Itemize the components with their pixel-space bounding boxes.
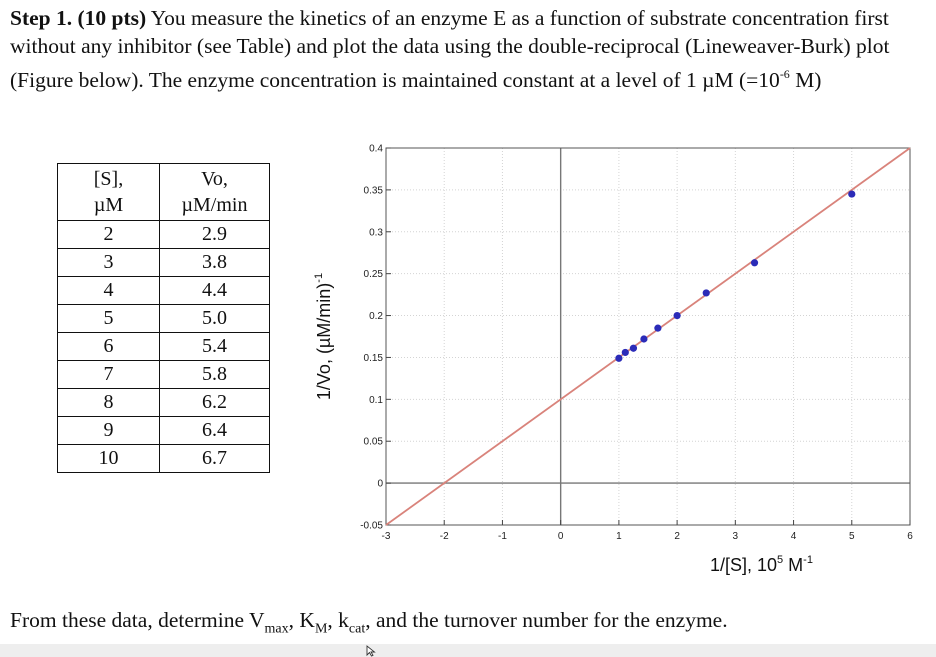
cell-velocity: 5.8 <box>159 360 270 389</box>
y-tick-label: 0.15 <box>364 353 384 364</box>
question-text-4: , and the turnover number for the enzyme… <box>365 608 728 632</box>
cell-substrate: 4 <box>57 276 160 305</box>
table-header-row: [S], µM Vo, µM/min <box>57 163 270 221</box>
x-axis-label-part: M <box>783 555 803 575</box>
table-row: 5 5.0 <box>57 304 270 333</box>
cell-substrate: 6 <box>57 332 160 361</box>
question-text-1: From these data, determine V <box>10 608 265 632</box>
header-velocity: Vo, µM/min <box>159 163 270 221</box>
data-point <box>750 259 759 267</box>
y-tick-label: 0.2 <box>369 311 383 322</box>
cell-velocity: 6.2 <box>159 388 270 417</box>
x-tick-label: 1 <box>616 531 622 542</box>
y-tick-label: 0.05 <box>364 437 384 448</box>
cell-velocity: 5.0 <box>159 304 270 333</box>
lineweaver-burk-plot: -0.05 0 0.05 0.1 0.15 0.2 0.25 0.3 0.35 0.4 -3 -2 -1… <box>313 144 913 576</box>
x-axis-label-part: 1/[S], 10 <box>710 555 777 575</box>
problem-statement: Step 1. (10 pts) You measure the kinetic… <box>10 4 910 94</box>
table-row: 3 3.8 <box>57 248 270 277</box>
header-substrate: [S], µM <box>57 163 160 221</box>
x-tick-label: 4 <box>791 531 797 542</box>
y-tick-label: 0.4 <box>369 144 383 155</box>
cell-velocity: 5.4 <box>159 332 270 361</box>
mouse-cursor-icon <box>366 645 376 657</box>
cell-substrate: 5 <box>57 304 160 333</box>
sub-m: M <box>314 621 328 637</box>
table-row: 2 2.9 <box>57 220 270 249</box>
table-row: 9 6.4 <box>57 416 270 445</box>
kinetics-table: [S], µM Vo, µM/min 2 2.9 3 3.8 4 4.4 5 5.0 6 5.4 7… <box>57 163 270 473</box>
plot-frame <box>385 147 911 526</box>
x-axis-label: 1/[S], 105 M-1 <box>710 554 813 575</box>
x-tick-label: -1 <box>498 531 507 542</box>
step-label: Step 1. (10 pts) <box>10 6 147 30</box>
cell-velocity: 4.4 <box>159 276 270 305</box>
data-point <box>640 335 648 343</box>
table-row: 8 6.2 <box>57 388 270 417</box>
x-tick-label: 0 <box>558 531 564 542</box>
cell-substrate: 9 <box>57 416 160 445</box>
cell-substrate: 2 <box>57 220 160 249</box>
x-tick-label: 2 <box>674 531 680 542</box>
y-axis-label-text: 1/Vo, (µM/min) <box>314 283 334 400</box>
cell-velocity: 3.8 <box>159 248 270 277</box>
question-text-2: , K <box>288 608 315 632</box>
question-text-3: , k <box>327 608 349 632</box>
cell-substrate: 10 <box>57 444 160 473</box>
data-point <box>621 348 629 357</box>
x-tick-label: 6 <box>907 531 913 542</box>
table-row: 4 4.4 <box>57 276 270 305</box>
y-tick-label: 0.35 <box>364 185 384 196</box>
y-tick-label: -0.05 <box>360 521 383 532</box>
sub-max: max <box>264 621 289 637</box>
data-point <box>673 311 681 320</box>
y-tick-label: 0.1 <box>369 395 383 406</box>
data-point <box>615 354 623 362</box>
cell-substrate: 8 <box>57 388 160 417</box>
table-row: 10 6.7 <box>57 444 270 473</box>
fit-line <box>385 147 911 526</box>
problem-text: You measure the kinetics of an enzyme E … <box>10 6 890 92</box>
y-axis-label: 1/Vo, (µM/min)-1 <box>313 273 334 400</box>
cell-velocity: 6.7 <box>159 444 270 473</box>
data-point <box>654 324 662 332</box>
x-tick-label: -3 <box>382 531 391 542</box>
data-point <box>629 344 638 352</box>
y-tick-label: 0.25 <box>364 269 384 280</box>
y-axis-label-sup: -1 <box>313 273 325 283</box>
sub-cat: cat <box>348 621 366 637</box>
y-tick-label: 0 <box>377 479 383 490</box>
data-point <box>848 190 856 198</box>
table-row: 6 5.4 <box>57 332 270 361</box>
cell-substrate: 7 <box>57 360 160 389</box>
problem-tail: M) <box>789 68 822 92</box>
x-tick-label: 5 <box>849 531 855 542</box>
cell-velocity: 2.9 <box>159 220 270 249</box>
data-point <box>702 289 710 297</box>
cell-velocity: 6.4 <box>159 416 270 445</box>
y-tick-label: 0.3 <box>369 227 383 238</box>
exponent: -6 <box>779 67 790 81</box>
x-axis-label-part: -1 <box>803 554 813 566</box>
x-axis-label-part: 5 <box>777 554 783 566</box>
cell-substrate: 3 <box>57 248 160 277</box>
x-tick-label: -2 <box>440 531 449 542</box>
bottom-scrollbar[interactable] <box>0 644 936 657</box>
table-row: 7 5.8 <box>57 360 270 389</box>
x-tick-label: 3 <box>733 531 739 542</box>
question: From these data, determine Vmax, KM, kca… <box>10 608 728 637</box>
